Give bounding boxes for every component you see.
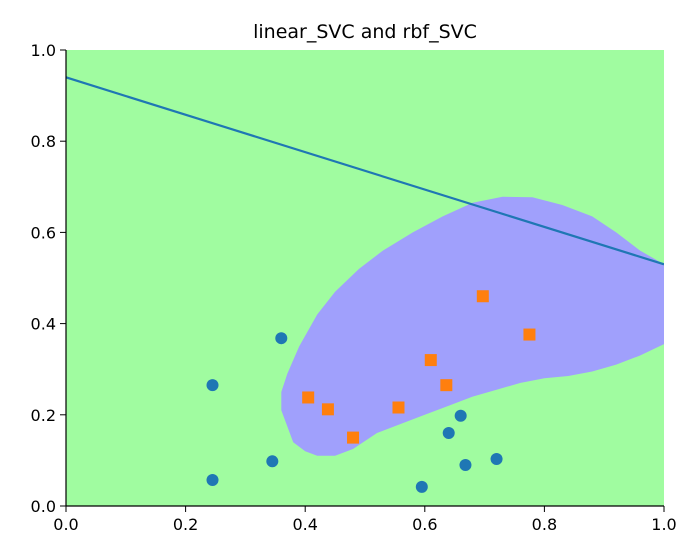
data-point-square xyxy=(392,401,405,414)
data-point-circle xyxy=(459,458,472,471)
data-point-square xyxy=(440,379,453,392)
data-point-circle xyxy=(442,427,455,440)
x-tick-label: 0.2 xyxy=(173,515,198,534)
x-tick-label: 1.0 xyxy=(651,515,676,534)
data-point-circle xyxy=(275,332,288,345)
data-point-square xyxy=(476,290,489,303)
y-tick-label: 1.0 xyxy=(31,41,56,60)
linear-decision-line xyxy=(66,76,664,266)
data-point-circle xyxy=(454,409,467,422)
x-tick-label: 0.0 xyxy=(53,515,78,534)
y-tick-label: 0.4 xyxy=(31,315,56,334)
data-point-circle xyxy=(206,379,219,392)
data-point-square xyxy=(347,431,360,444)
rbf-decision-region xyxy=(281,196,664,456)
x-tick-label: 0.6 xyxy=(412,515,437,534)
y-tick-label: 0.6 xyxy=(31,223,56,242)
y-tick-label: 0.0 xyxy=(31,497,56,516)
data-point-circle xyxy=(266,455,279,468)
chart-title: linear_SVC and rbf_SVC xyxy=(253,21,477,43)
axes: 0.0 0.2 0.4 0.6 0.8 1.0 0.0 0.2 0.4 0.6 0.8 1.0 xyxy=(31,41,677,534)
data-point-circle xyxy=(490,453,503,466)
data-point-circle xyxy=(206,474,219,487)
y-tick-label: 0.2 xyxy=(31,406,56,425)
x-tick-label: 0.8 xyxy=(532,515,557,534)
data-point-square xyxy=(302,391,315,404)
data-point-square xyxy=(321,403,334,416)
x-tick-label: 0.4 xyxy=(292,515,317,534)
data-point-square xyxy=(424,354,437,367)
plot-area xyxy=(66,50,664,506)
data-point-square xyxy=(523,328,536,341)
data-point-circle xyxy=(415,480,428,493)
y-tick-label: 0.8 xyxy=(31,132,56,151)
